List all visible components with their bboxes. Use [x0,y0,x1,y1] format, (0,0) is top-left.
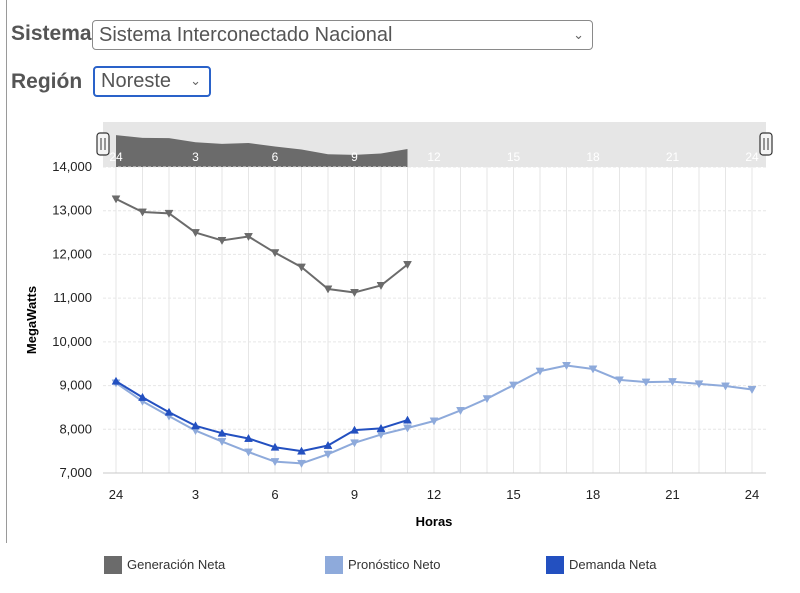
navigator-tick-label: 9 [351,150,358,164]
navigator-handle-left[interactable] [96,132,110,156]
legend-swatch-demanda [546,556,564,574]
data-point-pronostico[interactable] [694,380,704,389]
data-point-pronostico[interactable] [721,382,730,391]
y-tick-label: 7,000 [59,465,92,480]
data-point-demanda[interactable] [350,425,359,434]
navigator-tick-label: 18 [586,150,600,164]
data-point-generacion[interactable] [270,249,280,258]
data-point-pronostico[interactable] [535,367,545,376]
x-tick-label: 18 [586,487,600,502]
navigator-tick-label: 12 [427,150,441,164]
navigator-handle-right[interactable] [759,132,773,156]
data-point-demanda[interactable] [111,376,121,385]
series-line-generacion [115,198,409,294]
chevron-down-icon: ⌄ [573,27,584,42]
y-tick-label: 13,000 [52,203,92,218]
data-point-generacion[interactable] [217,236,227,245]
data-point-pronostico[interactable] [562,362,571,370]
chevron-down-icon: ⌄ [190,73,201,88]
data-point-pronostico[interactable] [297,459,306,468]
sistema-label: Sistema [11,22,92,45]
line-chart: 24 3 6 9 12 15 18 21 24 7,000 8,000 9,000 10,000 11,0… [24,122,773,529]
region-select[interactable]: Noreste ⌄ [93,66,211,97]
navigator-tick-label: 6 [272,150,279,164]
y-axis-title: MegaWatts [24,286,39,354]
legend-label-pronostico: Pronóstico Neto [348,557,441,572]
y-tick-label: 9,000 [59,378,92,393]
x-tick-label: 3 [192,487,199,502]
legend-label-generacion: Generación Neta [127,557,226,572]
data-point-generacion[interactable] [111,195,121,204]
data-point-generacion[interactable] [323,285,333,294]
data-point-pronostico[interactable] [244,448,253,457]
sistema-select[interactable]: Sistema Interconectado Nacional ⌄ [92,20,593,50]
x-tick-label: 24 [745,487,759,502]
data-point-demanda[interactable] [376,423,386,432]
y-tick-label: 11,000 [53,290,92,305]
data-point-pronostico[interactable] [403,424,412,433]
region-label: Región [11,70,83,93]
data-point-generacion[interactable] [376,282,386,290]
navigator-area-generacion [116,135,408,167]
region-select-value: Noreste [101,70,172,92]
y-tick-label: 8,000 [59,421,92,436]
data-point-pronostico[interactable] [509,381,518,390]
x-tick-label: 15 [506,487,520,502]
data-point-generacion[interactable] [350,289,359,297]
data-point-demanda[interactable] [297,446,306,455]
data-point-pronostico[interactable] [641,378,651,387]
legend-swatch-generacion [104,556,122,574]
legend-swatch-pronostico [325,556,343,574]
navigator-tick-label: 24 [109,150,123,164]
data-point-pronostico[interactable] [217,438,227,447]
y-tick-label: 10,000 [52,334,92,349]
data-point-demanda[interactable] [270,442,280,451]
data-point-pronostico[interactable] [429,417,439,426]
data-point-demanda[interactable] [217,428,227,437]
data-point-demanda[interactable] [244,433,253,442]
legend-label-demanda: Demanda Neta [569,557,657,572]
sistema-select-value: Sistema Interconectado Nacional [99,24,393,46]
navigator-tick-label: 21 [666,150,680,164]
data-point-generacion[interactable] [138,208,147,217]
x-axis-title: Horas [416,514,453,529]
data-point-pronostico[interactable] [270,458,280,467]
data-point-demanda[interactable] [191,421,200,430]
data-point-pronostico[interactable] [668,378,677,387]
data-point-pronostico[interactable] [747,386,757,395]
data-point-pronostico[interactable] [350,439,359,448]
series-line-demanda [115,380,408,453]
data-point-pronostico[interactable] [615,376,624,385]
navigator-tick-label: 15 [507,150,521,164]
x-tick-label: 9 [351,487,358,502]
data-point-pronostico[interactable] [482,395,492,404]
data-point-demanda[interactable] [323,440,333,449]
data-point-demanda[interactable] [138,392,147,401]
left-border [6,0,7,543]
data-point-demanda[interactable] [403,415,412,424]
data-point-generacion[interactable] [403,261,412,269]
data-point-generacion[interactable] [244,233,253,242]
navigator-tick-label: 3 [192,150,199,164]
data-point-generacion[interactable] [297,263,306,272]
data-point-pronostico[interactable] [323,450,333,459]
x-tick-label: 21 [665,487,679,502]
data-point-demanda[interactable] [164,407,174,416]
navigator-tick-label: 24 [745,150,759,164]
data-point-pronostico[interactable] [456,407,465,416]
y-tick-label: 12,000 [52,246,92,261]
data-point-generacion[interactable] [164,209,174,218]
x-tick-label: 6 [271,487,278,502]
x-tick-label: 24 [109,487,123,502]
data-point-pronostico[interactable] [588,365,598,374]
data-point-generacion[interactable] [191,229,200,238]
x-tick-label: 12 [427,487,441,502]
y-tick-label: 14,000 [52,159,92,174]
